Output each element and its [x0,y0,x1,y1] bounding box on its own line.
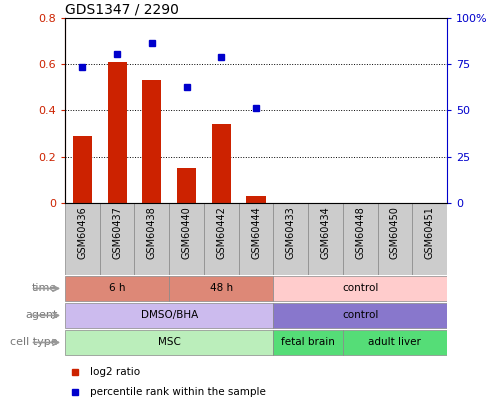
Text: GSM60433: GSM60433 [286,207,296,259]
Bar [212,124,231,203]
Text: GSM60448: GSM60448 [355,207,365,259]
Text: GSM60436: GSM60436 [77,207,87,259]
Bar [169,203,204,275]
Text: GSM60450: GSM60450 [390,207,400,260]
Text: time: time [32,284,57,294]
Bar [343,203,378,275]
Bar [177,168,196,203]
Text: DMSO/BHA: DMSO/BHA [141,311,198,320]
Text: adult liver: adult liver [368,337,421,347]
Bar [378,203,412,275]
Text: cell type: cell type [10,337,57,347]
Bar [273,303,447,328]
Text: GSM60434: GSM60434 [320,207,330,259]
Bar [134,203,169,275]
Bar [273,203,308,275]
Bar [65,303,273,328]
Bar [73,136,92,203]
Bar [108,62,127,203]
Text: control: control [342,284,378,294]
Text: GSM60442: GSM60442 [216,207,226,260]
Text: GSM60437: GSM60437 [112,207,122,260]
Text: GSM60440: GSM60440 [182,207,192,259]
Text: GSM60444: GSM60444 [251,207,261,259]
Text: MSC: MSC [158,337,181,347]
Text: GDS1347 / 2290: GDS1347 / 2290 [65,3,179,17]
Bar [343,330,447,355]
Bar [308,203,343,275]
Text: 6 h: 6 h [109,284,125,294]
Text: agent: agent [25,311,57,320]
Bar [247,196,265,203]
Text: 48 h: 48 h [210,284,233,294]
Text: log2 ratio: log2 ratio [90,367,140,377]
Text: control: control [342,311,378,320]
Bar [65,330,273,355]
Bar [273,330,343,355]
Bar [204,203,239,275]
Bar [169,276,273,301]
Bar [100,203,134,275]
Text: GSM60451: GSM60451 [425,207,435,260]
Text: percentile rank within the sample: percentile rank within the sample [90,387,266,397]
Bar [65,203,100,275]
Bar [273,276,447,301]
Text: GSM60438: GSM60438 [147,207,157,259]
Bar [239,203,273,275]
Bar [65,276,169,301]
Bar [142,80,161,203]
Text: fetal brain: fetal brain [281,337,335,347]
Bar [412,203,447,275]
